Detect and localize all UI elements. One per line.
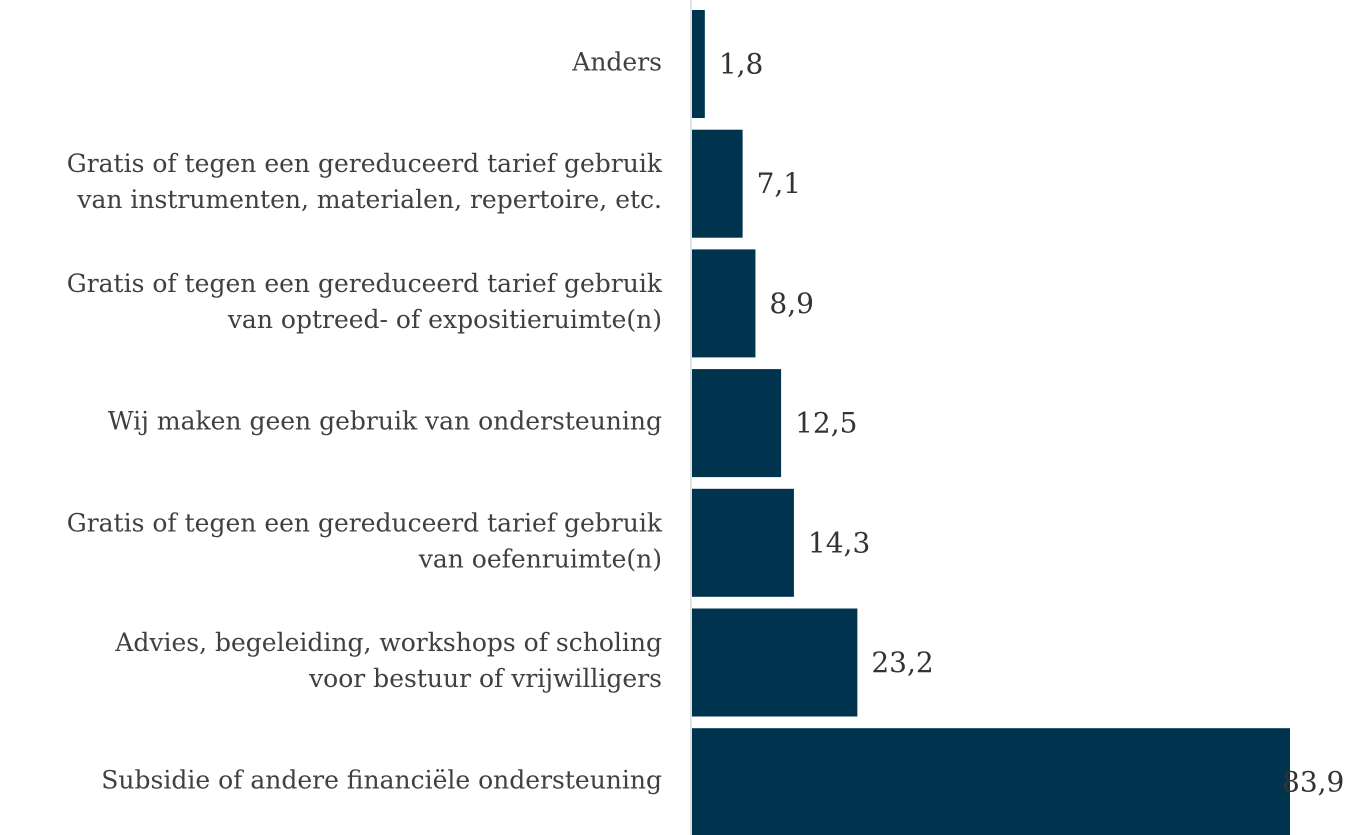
category-label: van oefenruimte(n): [418, 544, 662, 573]
category-label: van instrumenten, materialen, repertoire…: [76, 185, 662, 214]
category-label: voor bestuur of vrijwilligers: [308, 664, 662, 693]
category-label: van optreed- of expositieruimte(n): [227, 305, 662, 334]
bar: [692, 129, 743, 238]
data-label: 8,9: [769, 287, 814, 320]
data-label: 7,1: [757, 167, 802, 200]
bar: [692, 10, 705, 118]
category-label: Gratis of tegen een gereduceerd tarief g…: [67, 508, 663, 537]
bar: [692, 249, 756, 358]
category-label: Advies, begeleiding, workshops of scholi…: [114, 628, 662, 657]
category-label: Wij maken geen gebruik van ondersteuning: [108, 407, 662, 436]
category-label: Gratis of tegen een gereduceerd tarief g…: [67, 149, 663, 178]
category-label: Gratis of tegen een gereduceerd tarief g…: [67, 269, 663, 298]
category-label: Subsidie of andere financiële ondersteun…: [101, 766, 662, 795]
category-label: Anders: [571, 48, 662, 77]
data-label: 1,8: [719, 48, 764, 81]
bar: [692, 369, 782, 478]
data-label: 23,2: [871, 646, 933, 679]
bar: [692, 728, 1290, 835]
data-label: 12,5: [795, 407, 857, 440]
data-label: 14,3: [808, 526, 870, 559]
data-label: 83,9: [1282, 766, 1344, 799]
bar: [692, 488, 794, 597]
bar: [692, 608, 858, 717]
